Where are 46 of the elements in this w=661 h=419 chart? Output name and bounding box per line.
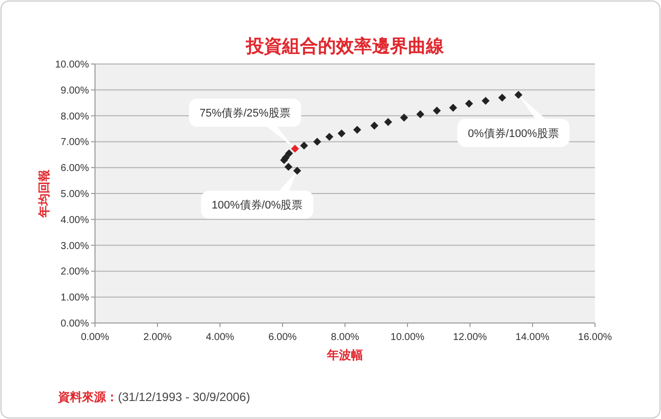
point [313,138,322,146]
point [300,142,308,150]
y-tick-label: 1.00% [60,292,90,304]
point [353,126,362,134]
y-tick-label: 3.00% [60,240,90,252]
x-tick-label: 4.00% [206,332,234,343]
y-tick-label: 10.00% [55,60,90,70]
y-tick-label: 5.00% [60,189,90,200]
point [384,118,392,126]
x-tick-label: 0.00% [80,332,110,343]
annotation: 100%債券/0%股票 [212,198,303,212]
x-tick-label: 2.00% [143,332,172,343]
x-axis-title: 年波幅 [326,348,363,362]
chart-title: 投資組合的效率邊界曲線 [245,36,445,56]
y-tick-label: 6.00% [60,163,90,174]
y-tick-label: 2.00% [60,266,90,278]
y-tick-label: 9.00% [60,85,90,96]
x-tick-label: 10.00% [390,332,425,343]
point [498,94,506,102]
point [370,122,378,130]
point [482,96,490,105]
x-tick-label: 8.00% [330,332,360,343]
y-tick-label: 7.00% [60,137,90,148]
point [432,106,441,115]
source-note: 資料來源：(31/12/1993 - 30/9/2006) [57,390,250,404]
point [284,162,292,171]
point [285,149,294,158]
point [291,144,299,153]
point [465,100,474,108]
point [400,114,408,122]
point [449,104,458,112]
x-tick-label: 12.00% [453,332,488,343]
y-tick-label: 8.00% [60,111,90,122]
annotation: 0%債券/100%股票 [468,126,559,140]
point [416,110,424,118]
x-tick-label: 16.00% [578,332,612,343]
x-tick-label: 14.00% [516,332,550,343]
point [325,132,334,141]
point [514,90,522,99]
y-tick-label: 4.00% [60,214,90,226]
y-axis-title: 年均回報 [37,168,51,218]
x-tick-label: 6.00% [268,332,297,343]
point [293,166,302,175]
point [338,129,346,138]
y-tick-label: 0.00% [60,318,90,330]
annotation: 75%債券/25%股票 [199,106,291,120]
